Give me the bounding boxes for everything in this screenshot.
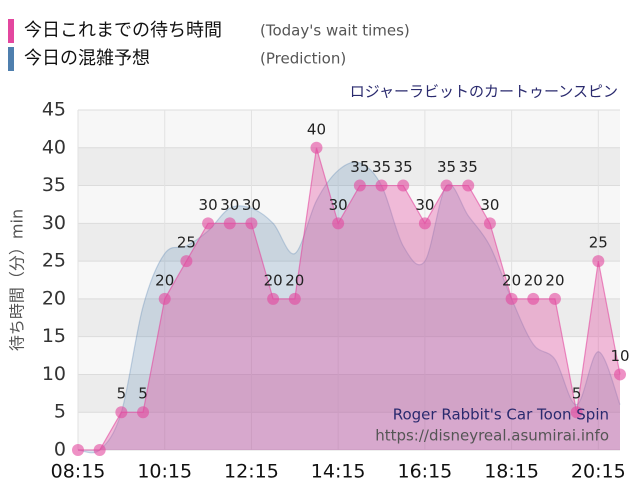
legend-note: (Prediction) bbox=[260, 50, 346, 68]
marker bbox=[418, 217, 431, 230]
data-label: 10 bbox=[610, 347, 629, 365]
marker bbox=[375, 179, 388, 192]
marker bbox=[505, 292, 518, 305]
data-label: 20 bbox=[545, 271, 564, 289]
y-tick-label: 35 bbox=[42, 174, 66, 196]
watermark: https://disneyreal.asumirai.info bbox=[375, 427, 609, 445]
data-label: 30 bbox=[415, 196, 434, 214]
x-tick-label: 16:15 bbox=[397, 461, 452, 483]
marker bbox=[527, 292, 540, 305]
data-label: 25 bbox=[177, 234, 196, 252]
marker bbox=[548, 292, 561, 305]
area bbox=[78, 162, 620, 453]
line bbox=[77, 161, 621, 454]
grid-band bbox=[78, 298, 620, 337]
marker bbox=[310, 141, 323, 154]
marker bbox=[570, 406, 583, 419]
marker bbox=[462, 179, 475, 192]
data-label: 20 bbox=[524, 271, 543, 289]
legend-swatch bbox=[8, 19, 14, 43]
marker bbox=[440, 179, 453, 192]
marker bbox=[137, 406, 150, 419]
marker bbox=[180, 255, 193, 268]
data-label: 35 bbox=[437, 158, 456, 176]
x-tick-label: 08:15 bbox=[51, 461, 106, 483]
data-label: 20 bbox=[264, 271, 283, 289]
legend-swatch bbox=[8, 47, 14, 71]
marker bbox=[158, 292, 171, 305]
x-tick-label: 14:15 bbox=[311, 461, 366, 483]
y-tick-label: 45 bbox=[42, 99, 66, 121]
grid-band bbox=[78, 223, 620, 262]
data-label: 35 bbox=[394, 158, 413, 176]
data-label: 30 bbox=[480, 196, 499, 214]
x-tick-label: 20:15 bbox=[571, 461, 626, 483]
marker bbox=[245, 217, 258, 230]
marker bbox=[267, 292, 280, 305]
marker bbox=[397, 179, 410, 192]
marker bbox=[353, 179, 366, 192]
data-label: 30 bbox=[199, 196, 218, 214]
marker bbox=[592, 255, 605, 268]
grid-band bbox=[78, 374, 620, 413]
watermark: Roger Rabbit's Car Toon Spin bbox=[393, 406, 609, 424]
data-label: 30 bbox=[329, 196, 348, 214]
legend-note: (Today's wait times) bbox=[260, 22, 410, 40]
y-tick-label: 0 bbox=[54, 439, 66, 461]
legend-label: 今日これまでの待ち時間 bbox=[24, 20, 222, 41]
y-tick-label: 10 bbox=[42, 363, 66, 385]
data-label: 20 bbox=[285, 271, 304, 289]
x-tick-label: 18:15 bbox=[484, 461, 539, 483]
data-label: 5 bbox=[138, 385, 148, 403]
y-tick-label: 25 bbox=[42, 250, 66, 272]
data-label: 30 bbox=[242, 196, 261, 214]
y-tick-label: 20 bbox=[42, 287, 66, 309]
data-label: 30 bbox=[220, 196, 239, 214]
data-label: 20 bbox=[155, 271, 174, 289]
marker bbox=[288, 292, 301, 305]
y-tick-label: 5 bbox=[54, 401, 66, 423]
data-label: 35 bbox=[350, 158, 369, 176]
y-tick-label: 30 bbox=[42, 212, 66, 234]
marker bbox=[72, 444, 84, 456]
y-axis-label: 待ち時間（分）min bbox=[8, 209, 27, 351]
data-label: 35 bbox=[372, 158, 391, 176]
marker bbox=[332, 217, 345, 230]
grid-band bbox=[78, 147, 620, 186]
data-label: 35 bbox=[459, 158, 478, 176]
data-label: 40 bbox=[307, 120, 326, 138]
data-label: 25 bbox=[589, 234, 608, 252]
chart-title: ロジャーラビットのカートゥーンスピン bbox=[350, 83, 618, 101]
x-tick-label: 12:15 bbox=[224, 461, 279, 483]
data-label: 5 bbox=[117, 385, 127, 403]
marker bbox=[115, 406, 128, 419]
y-tick-label: 15 bbox=[42, 325, 66, 347]
legend-label: 今日の混雑予想 bbox=[24, 48, 150, 69]
marker bbox=[223, 217, 236, 230]
marker bbox=[202, 217, 215, 230]
x-tick-label: 10:15 bbox=[137, 461, 192, 483]
marker bbox=[614, 368, 626, 381]
marker bbox=[483, 217, 496, 230]
data-label: 20 bbox=[502, 271, 521, 289]
data-label: 5 bbox=[572, 385, 582, 403]
marker bbox=[93, 444, 106, 456]
y-tick-label: 40 bbox=[42, 136, 66, 158]
